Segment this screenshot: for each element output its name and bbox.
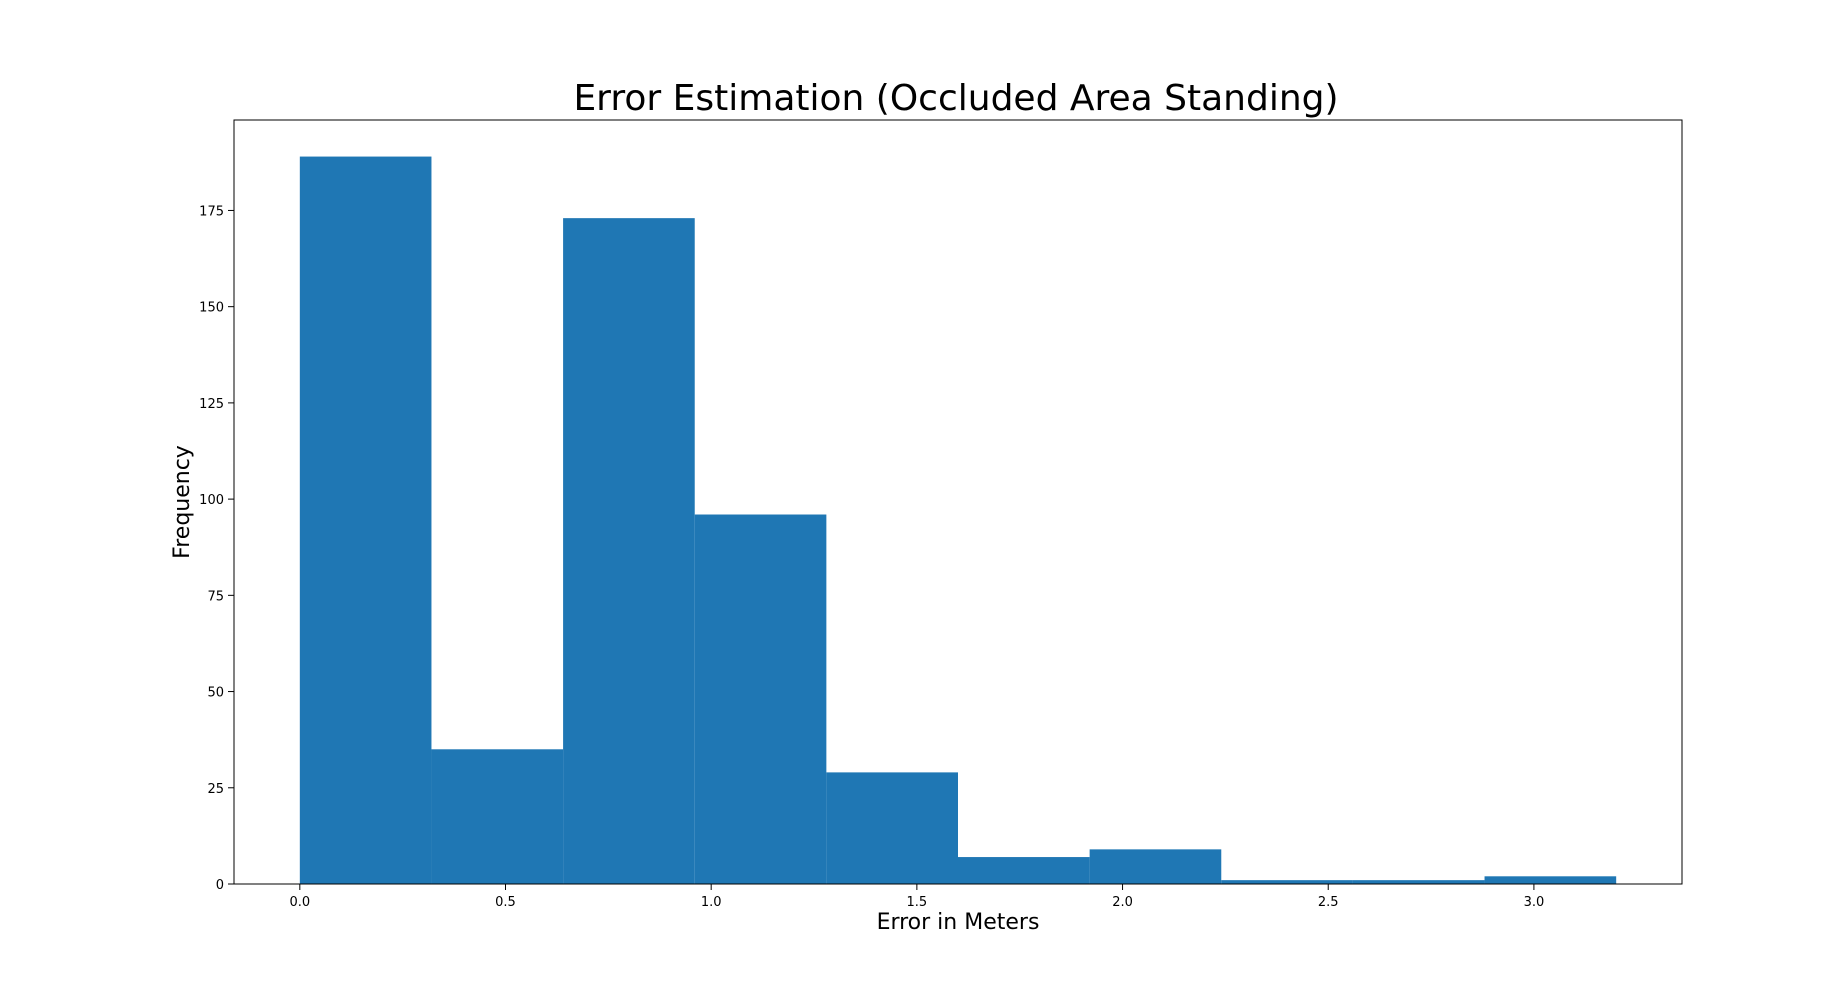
y-tick-label: 125 xyxy=(199,397,224,412)
histogram-bar xyxy=(299,156,432,885)
x-tick-label: 0.0 xyxy=(289,895,310,910)
y-axis-label: Frequency xyxy=(170,445,195,559)
histogram-bar xyxy=(563,218,695,884)
histogram-bar xyxy=(1484,876,1617,884)
histogram-bar xyxy=(694,514,827,884)
y-tick-label: 75 xyxy=(207,589,224,604)
plot-frame xyxy=(233,119,1683,885)
y-tick-label: 0 xyxy=(216,878,224,893)
y-axis-ticks: 0 25 50 75 100 125 150 175 xyxy=(199,204,234,893)
x-tick-label: 1.5 xyxy=(907,895,928,910)
histogram-bar xyxy=(826,772,958,884)
chart-title: Error Estimation (Occluded Area Standing… xyxy=(573,78,1338,119)
x-tick-label: 2.0 xyxy=(1112,895,1133,910)
x-tick-label: 1.0 xyxy=(701,895,722,910)
y-tick-label: 50 xyxy=(207,686,224,701)
histogram-bar xyxy=(958,857,1090,884)
x-tick-label: 0.5 xyxy=(495,895,516,910)
x-tick-label: 3.0 xyxy=(1524,895,1545,910)
histogram-bar xyxy=(1221,880,1353,884)
y-tick-label: 150 xyxy=(199,301,224,316)
x-axis-label: Error in Meters xyxy=(877,910,1040,935)
histogram-bar xyxy=(431,749,564,884)
histogram-bar xyxy=(1089,849,1222,884)
x-axis-ticks: 0.0 0.5 1.0 1.5 2.0 2.5 3.0 xyxy=(289,884,1544,910)
histogram-bar xyxy=(1352,880,1485,884)
bars-group xyxy=(299,156,1617,885)
y-tick-label: 100 xyxy=(199,493,224,508)
y-tick-label: 175 xyxy=(199,204,224,219)
y-tick-label: 25 xyxy=(207,782,224,797)
x-tick-label: 2.5 xyxy=(1318,895,1339,910)
